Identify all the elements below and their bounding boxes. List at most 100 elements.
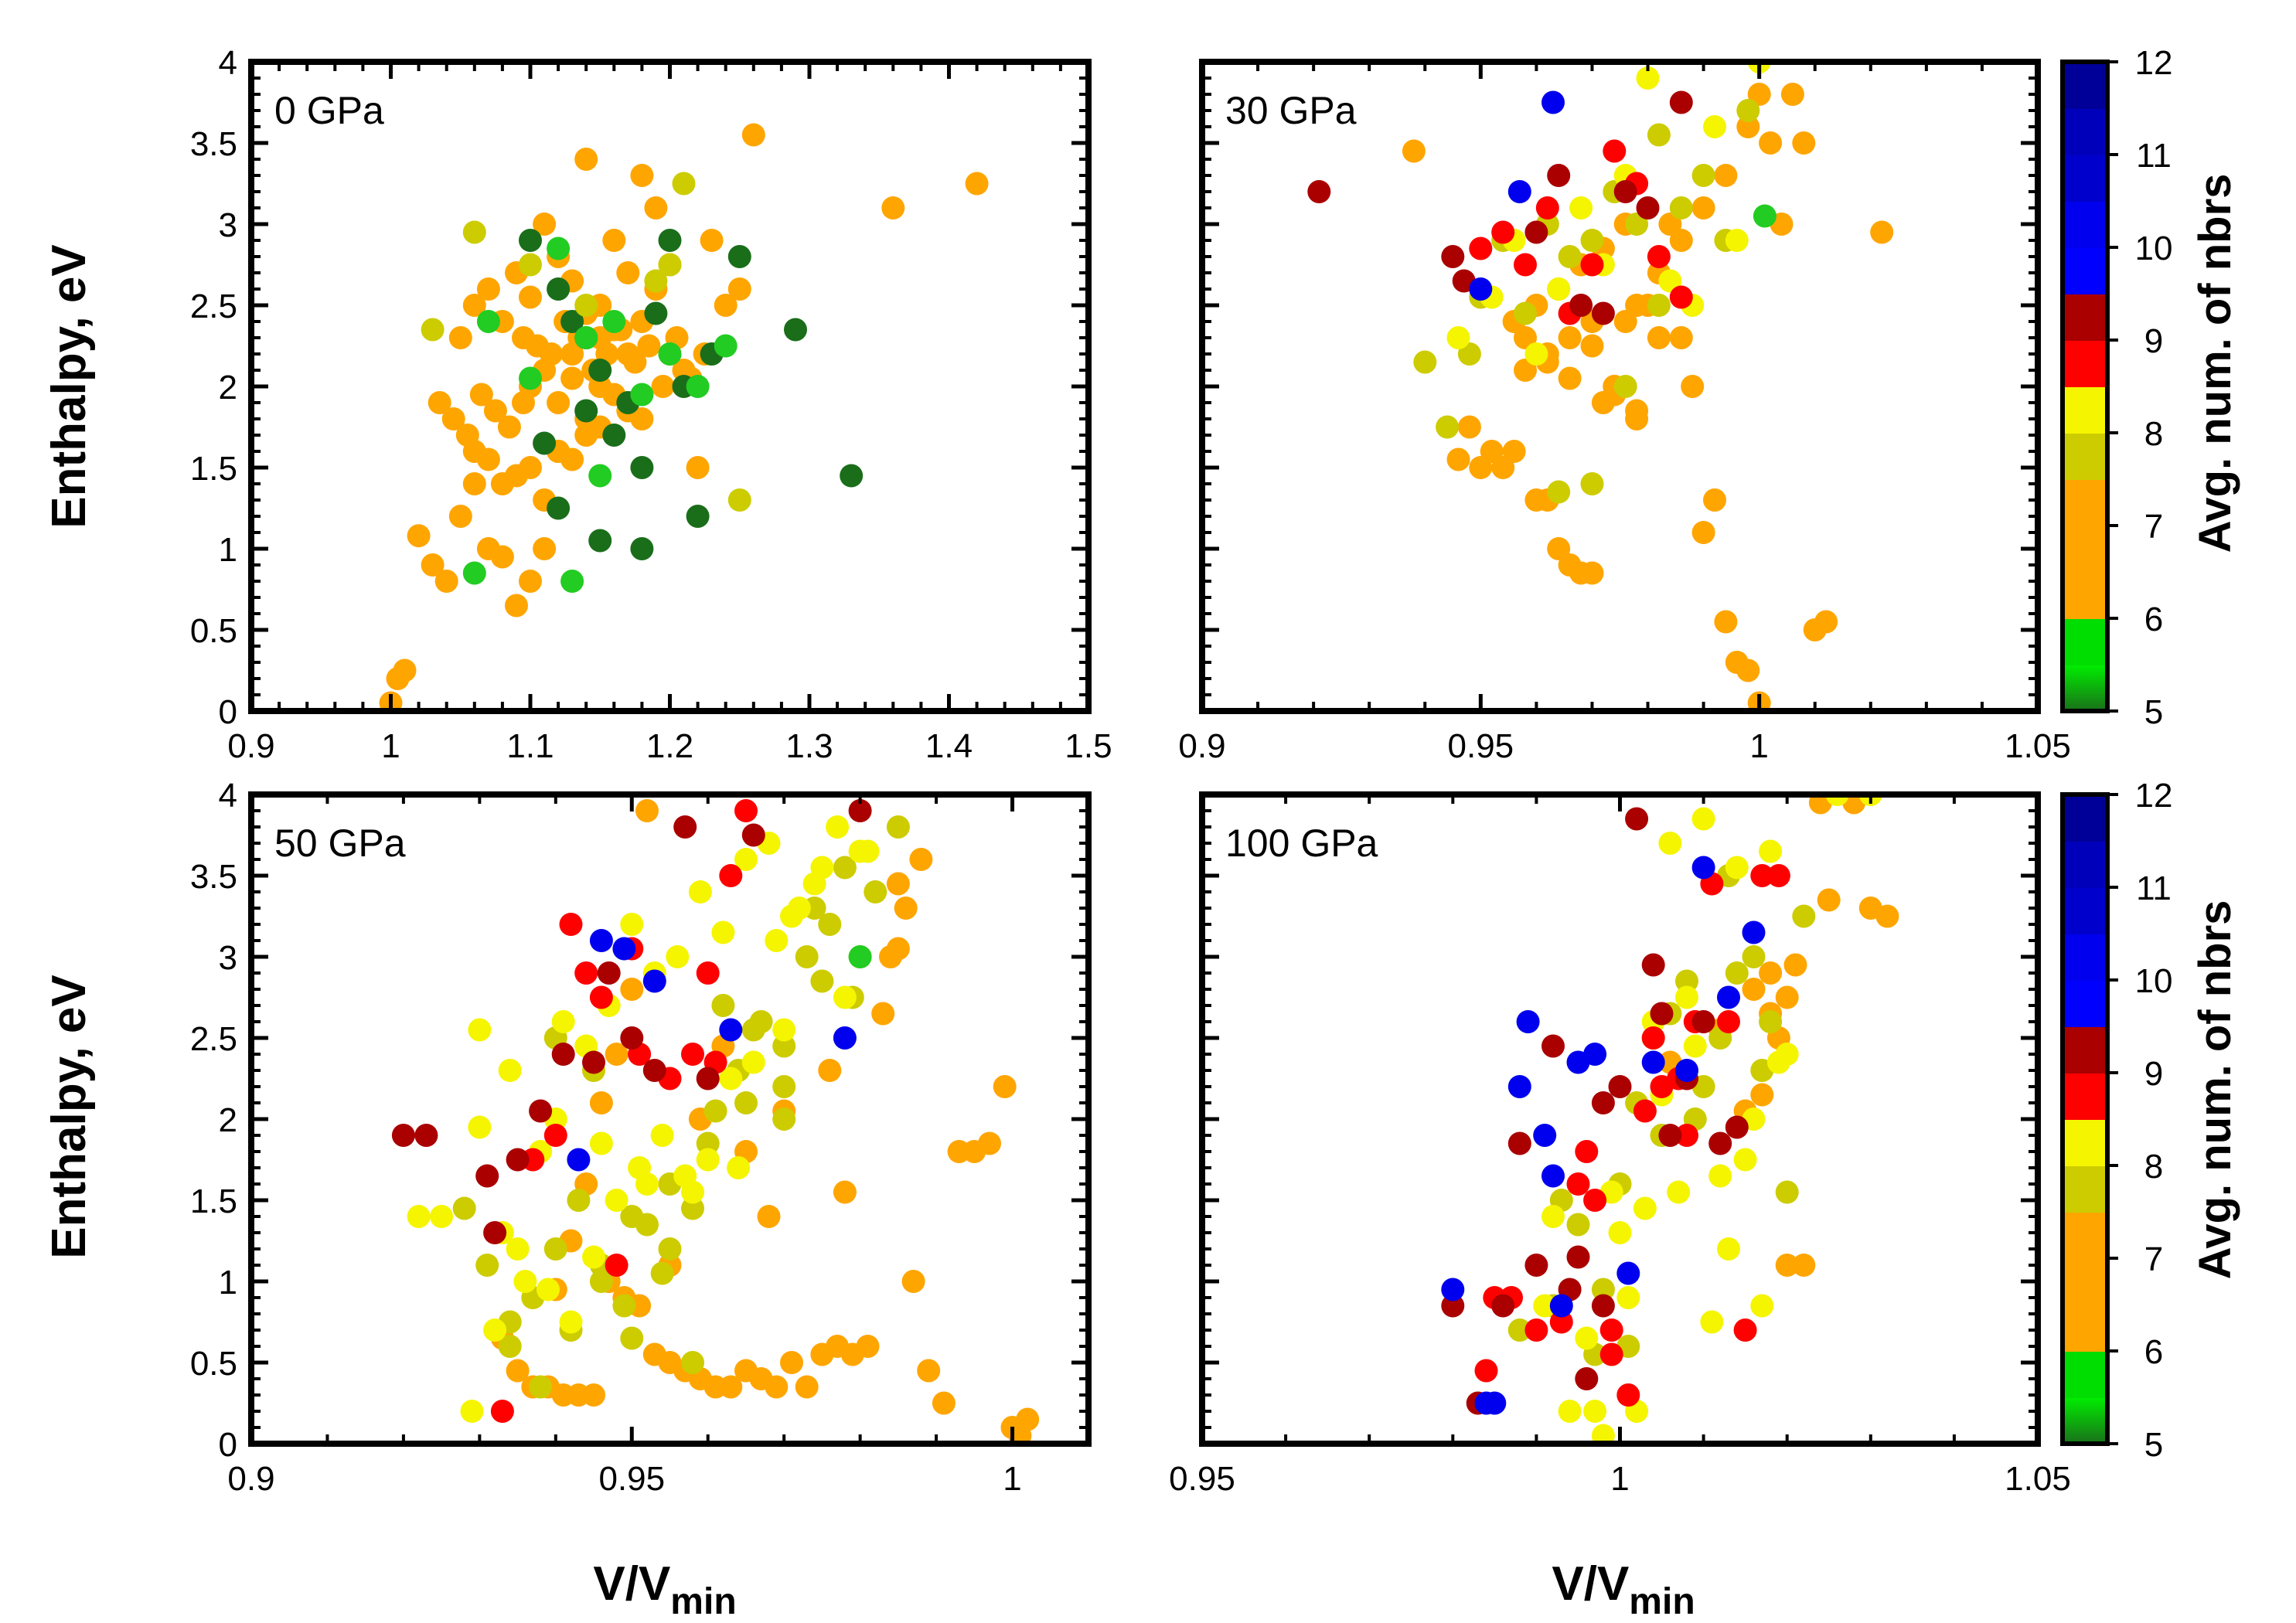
- point-orange: [1669, 229, 1693, 252]
- point-red: [1549, 1310, 1573, 1334]
- point-orange: [993, 1075, 1017, 1098]
- point-darkred: [1613, 180, 1637, 203]
- point-orange: [1750, 1083, 1774, 1107]
- x-tick-label: 0.95: [1448, 727, 1514, 765]
- points: [379, 123, 989, 711]
- point-orange: [1759, 131, 1783, 155]
- colorbar-segment: [2063, 1397, 2107, 1444]
- colorbar-segment: [2063, 1119, 2107, 1166]
- point-red: [1603, 139, 1627, 163]
- point-orange: [1691, 521, 1715, 544]
- point-orange: [932, 1391, 956, 1415]
- y-tick-label: 1: [219, 1264, 237, 1301]
- x-tick-label: 1.3: [785, 727, 833, 765]
- point-orange: [978, 1131, 1001, 1155]
- point-yellowgreen: [772, 1034, 796, 1058]
- y-tick-label: 1: [219, 531, 237, 569]
- point-orange: [1402, 139, 1426, 163]
- point-green: [714, 334, 738, 358]
- point-yellow: [582, 1245, 605, 1269]
- point-yellow: [1708, 1164, 1732, 1188]
- point-yellowgreen: [1436, 415, 1460, 439]
- point-orange: [917, 1359, 941, 1383]
- point-orange: [1480, 440, 1504, 463]
- point-darkred: [582, 1050, 605, 1074]
- point-orange: [871, 1002, 895, 1026]
- colorbar-tick-label: 10: [2135, 230, 2173, 267]
- point-orange: [818, 1059, 842, 1082]
- point-orange: [1446, 447, 1470, 471]
- point-green: [476, 310, 500, 333]
- point-darkgreen: [588, 529, 612, 553]
- point-darkred: [1575, 1367, 1599, 1390]
- point-darkgreen: [547, 277, 571, 301]
- point-yellow: [1658, 832, 1682, 855]
- point-red: [1566, 1172, 1590, 1196]
- point-orange: [616, 261, 640, 284]
- point-yellowgreen: [1792, 904, 1816, 928]
- point-orange: [1814, 610, 1838, 634]
- colorbar-tick-label: 5: [2144, 1426, 2163, 1464]
- point-darkred: [1625, 807, 1649, 831]
- point-blue: [1533, 1124, 1557, 1147]
- point-orange: [505, 594, 528, 618]
- point-yellow: [1700, 1310, 1724, 1334]
- point-blue: [1616, 1261, 1640, 1285]
- point-orange: [965, 172, 989, 196]
- point-yellowgreen: [498, 1335, 522, 1358]
- point-yellow: [589, 1131, 613, 1155]
- point-yellowgreen: [620, 1205, 644, 1228]
- point-darkred: [1507, 1131, 1531, 1155]
- point-darkred: [529, 1099, 553, 1123]
- point-yellow: [802, 872, 826, 896]
- panel-4: 0.95 1 1.05 100 GPa: [1169, 791, 2071, 1498]
- colorbar-segment: [2063, 340, 2107, 387]
- point-yellowgreen: [529, 1375, 553, 1399]
- point-red: [1733, 1318, 1757, 1342]
- x-tick-label: 1: [381, 727, 400, 765]
- point-orange: [582, 1383, 605, 1407]
- point-orange: [1870, 220, 1894, 244]
- point-orange: [1775, 985, 1799, 1009]
- colorbar-1: 5 6 7 8 9 10 11 12: [2060, 44, 2173, 731]
- x-tick-label: 1.1: [506, 727, 554, 765]
- point-red: [1675, 1124, 1698, 1147]
- point-yellowgreen: [1591, 1278, 1615, 1301]
- point-orange: [1691, 196, 1715, 219]
- point-blue: [567, 1148, 591, 1172]
- point-yellow: [765, 929, 789, 952]
- point-yellowgreen: [1647, 123, 1671, 147]
- point-orange: [714, 294, 738, 317]
- point-darkred: [1566, 1245, 1590, 1269]
- point-orange: [1669, 326, 1693, 349]
- point-yellow: [468, 1018, 492, 1042]
- point-yellow: [1691, 807, 1715, 831]
- point-blue: [719, 1018, 743, 1042]
- colorbar-tick-label: 9: [2144, 1055, 2163, 1093]
- point-blue: [1549, 1294, 1573, 1318]
- point-orange: [894, 897, 918, 920]
- point-orange: [1817, 888, 1841, 912]
- point-orange: [1681, 375, 1705, 398]
- point-yellow: [734, 848, 758, 871]
- point-yellow: [1750, 1294, 1774, 1318]
- point-yellowgreen: [1514, 301, 1537, 325]
- plot-frame: [248, 791, 1092, 1447]
- point-yellowgreen: [703, 1099, 727, 1123]
- point-blue: [589, 929, 613, 952]
- point-blue: [1742, 920, 1766, 944]
- point-orange: [1491, 456, 1515, 479]
- point-darkgreen: [630, 537, 654, 560]
- point-red: [1641, 1026, 1665, 1050]
- point-orange: [490, 545, 514, 569]
- point-darkred: [1725, 1115, 1749, 1139]
- point-darkred: [1569, 294, 1593, 317]
- point-orange: [1647, 326, 1671, 349]
- point-blue: [1691, 856, 1715, 880]
- point-orange: [765, 1375, 789, 1399]
- point-orange: [448, 326, 472, 349]
- point-orange: [547, 391, 571, 414]
- y-tick-label: 0.5: [190, 1345, 237, 1383]
- point-orange: [605, 1043, 629, 1066]
